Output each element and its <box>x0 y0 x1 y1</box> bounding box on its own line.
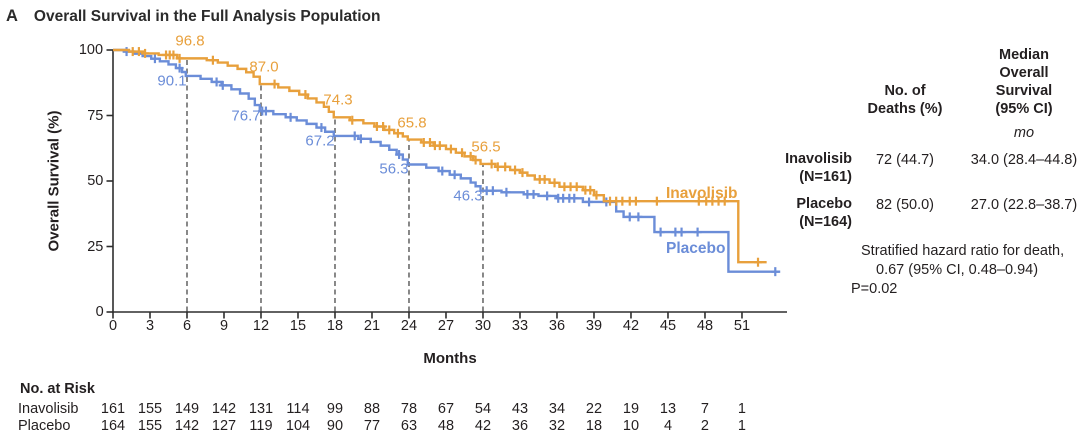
deaths-value-placebo: 82 (50.0) <box>875 197 935 213</box>
x-tick-label: 36 <box>548 318 566 334</box>
at-risk-count: 155 <box>137 418 163 434</box>
at-risk-count: 155 <box>137 401 163 417</box>
landmark-annotation-placebo-30mo: 46.3 <box>453 187 483 205</box>
hazard-ratio-note: Stratified hazard ratio for death, 0.67 … <box>851 243 1065 297</box>
at-risk-count: 88 <box>363 401 381 417</box>
at-risk-count: 164 <box>100 418 126 434</box>
median-value-inavolisib: 34.0 (28.4–44.8) <box>970 152 1078 168</box>
at-risk-count: 18 <box>585 418 603 434</box>
median-value-placebo: 27.0 (22.8–38.7) <box>970 197 1078 213</box>
landmark-annotation-inavolisib-24mo: 65.8 <box>397 114 427 132</box>
unit-label: mo <box>1013 125 1035 141</box>
x-tick-label: 15 <box>289 318 307 334</box>
row-label-inavolisib: Inavolisib (N=161) <box>785 151 852 185</box>
x-tick-label: 0 <box>108 318 118 334</box>
figure-title-text: Overall Survival in the Full Analysis Po… <box>33 8 381 25</box>
at-risk-count: 127 <box>211 418 237 434</box>
at-risk-count: 48 <box>437 418 455 434</box>
at-risk-count: 1 <box>737 418 747 434</box>
landmark-annotation-inavolisib-30mo: 56.5 <box>471 138 501 156</box>
x-tick-label: 24 <box>400 318 418 334</box>
median-column-header: Median Overall Survival (95% CI) <box>995 47 1053 117</box>
landmark-annotation-inavolisib-6mo: 96.8 <box>175 32 205 50</box>
x-tick-label: 27 <box>437 318 455 334</box>
landmark-annotation-inavolisib-18mo: 74.3 <box>323 91 353 109</box>
at-risk-count: 4 <box>663 418 673 434</box>
x-tick-label: 48 <box>696 318 714 334</box>
at-risk-count: 10 <box>622 418 640 434</box>
at-risk-count: 19 <box>622 401 640 417</box>
x-tick-label: 30 <box>474 318 492 334</box>
landmark-annotation-placebo-12mo: 76.7 <box>231 107 261 125</box>
y-tick-label: 100 <box>78 42 104 58</box>
x-tick-label: 9 <box>219 318 229 334</box>
x-tick-label: 12 <box>252 318 270 334</box>
at-risk-row-label-inavolisib: Inavolisib <box>18 401 79 417</box>
x-tick-label: 51 <box>733 318 751 334</box>
figure-title: A Overall Survival in the Full Analysis P… <box>6 7 380 26</box>
at-risk-count: 131 <box>248 401 274 417</box>
at-risk-count: 77 <box>363 418 381 434</box>
landmark-annotation-inavolisib-12mo: 87.0 <box>249 58 279 76</box>
at-risk-count: 99 <box>326 401 344 417</box>
curve-label-inavolisib: Inavolisib <box>666 185 738 202</box>
curve-label-placebo: Placebo <box>666 240 726 257</box>
at-risk-count: 13 <box>659 401 677 417</box>
at-risk-count: 1 <box>737 401 747 417</box>
at-risk-count: 119 <box>249 418 273 434</box>
at-risk-count: 104 <box>285 418 311 434</box>
landmark-annotation-placebo-6mo: 90.1 <box>157 72 187 90</box>
at-risk-count: 161 <box>100 401 126 417</box>
row-label-placebo: Placebo (N=164) <box>796 196 852 230</box>
x-axis-label: Months <box>423 350 477 367</box>
at-risk-count: 149 <box>174 401 200 417</box>
y-tick-label: 75 <box>87 107 104 124</box>
panel-letter: A <box>6 7 18 25</box>
at-risk-count: 142 <box>174 418 200 434</box>
y-tick-label: 25 <box>87 238 104 255</box>
x-tick-label: 39 <box>585 318 603 334</box>
at-risk-count: 36 <box>511 418 529 434</box>
at-risk-count: 54 <box>474 401 492 417</box>
at-risk-header: No. at Risk <box>20 381 95 397</box>
at-risk-count: 67 <box>437 401 455 417</box>
at-risk-count: 90 <box>326 418 344 434</box>
landmark-annotation-placebo-24mo: 56.3 <box>379 160 409 178</box>
at-risk-count: 34 <box>548 401 566 417</box>
at-risk-count: 2 <box>700 418 710 434</box>
x-tick-label: 3 <box>145 318 155 334</box>
at-risk-count: 78 <box>400 401 418 417</box>
x-tick-label: 45 <box>659 318 677 334</box>
x-tick-label: 18 <box>326 318 344 334</box>
y-tick-label: 50 <box>87 173 104 189</box>
at-risk-count: 7 <box>700 401 710 417</box>
at-risk-row-label-placebo: Placebo <box>18 418 71 434</box>
deaths-column-header: No. of Deaths (%) <box>867 83 943 117</box>
at-risk-count: 114 <box>286 401 310 417</box>
deaths-value-inavolisib: 72 (44.7) <box>875 152 935 168</box>
at-risk-count: 43 <box>511 401 529 417</box>
x-tick-label: 42 <box>622 318 640 334</box>
at-risk-count: 22 <box>585 401 603 417</box>
landmark-annotation-placebo-18mo: 67.2 <box>305 132 335 150</box>
y-axis-label: Overall Survival (%) <box>45 110 63 252</box>
y-tick-label: 0 <box>95 304 104 320</box>
x-tick-label: 33 <box>511 318 529 334</box>
x-tick-label: 21 <box>363 318 381 334</box>
x-tick-label: 6 <box>182 318 192 334</box>
at-risk-count: 142 <box>211 401 237 417</box>
at-risk-count: 32 <box>548 418 566 434</box>
at-risk-count: 63 <box>400 418 418 434</box>
at-risk-count: 42 <box>474 418 492 434</box>
